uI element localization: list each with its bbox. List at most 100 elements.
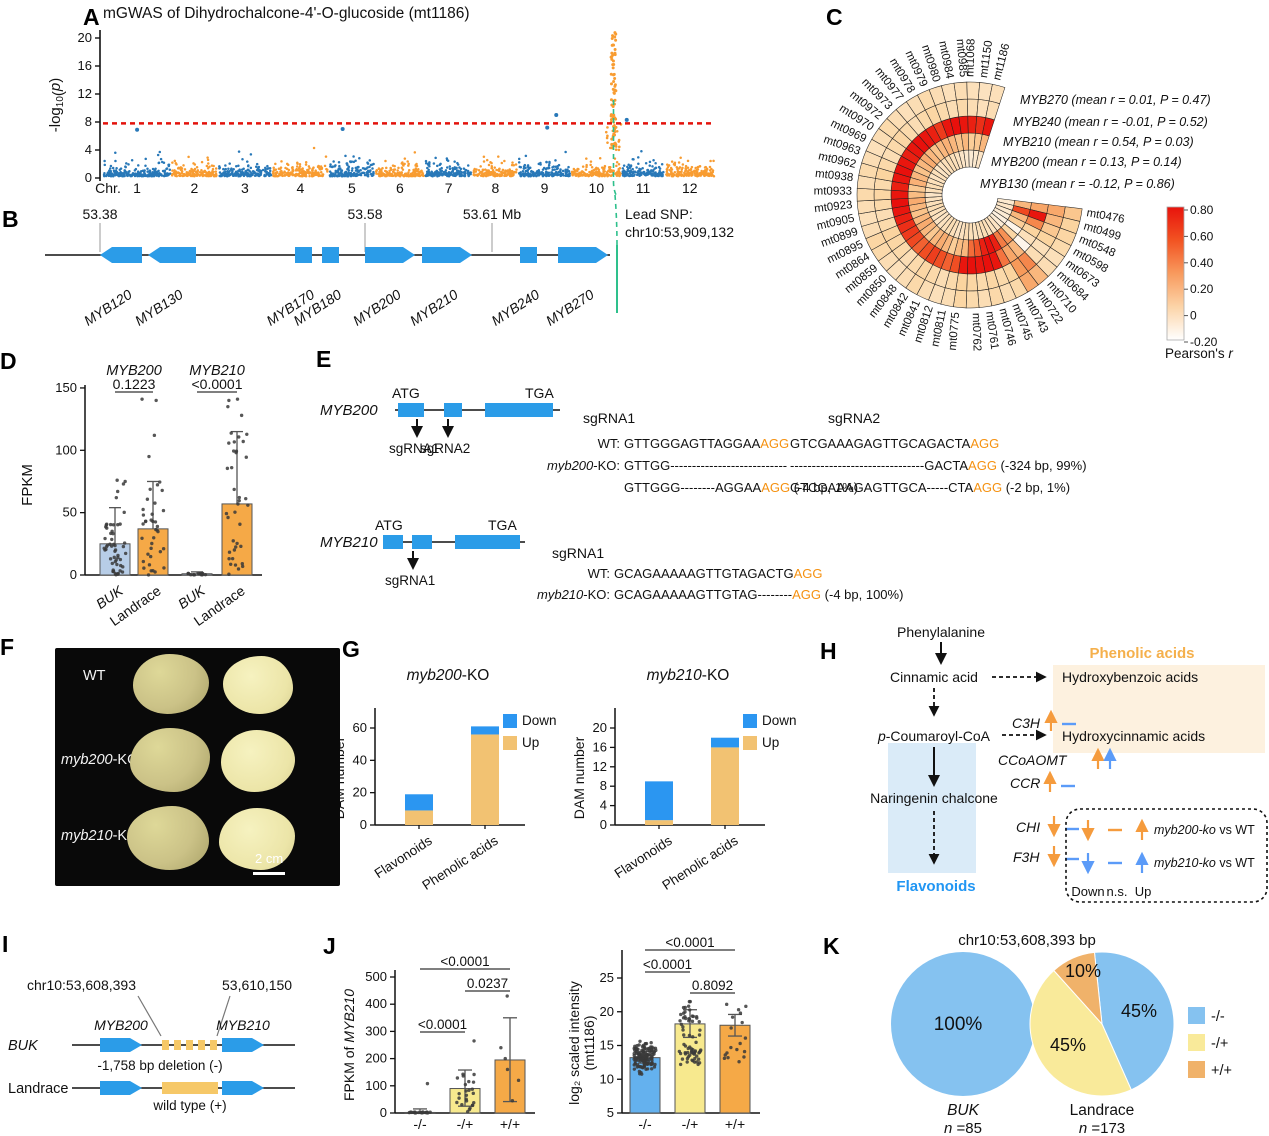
svg-text:------------------------------: -------------------------------GACTAAGG … (790, 458, 1087, 473)
svg-text:-1,758 bp deletion (-): -1,758 bp deletion (-) (97, 1058, 222, 1073)
svg-text:mt1150: mt1150 (978, 40, 995, 79)
svg-text:0.60: 0.60 (1190, 229, 1214, 243)
svg-text:2: 2 (190, 180, 198, 196)
svg-text:mt1186: mt1186 (991, 42, 1012, 81)
svg-text:WT:: WT: (588, 566, 610, 581)
svg-text:mt0761: mt0761 (983, 311, 1000, 351)
svg-text:MYB270: MYB270 (543, 286, 597, 329)
svg-text:50: 50 (63, 505, 77, 520)
svg-text:0.8092: 0.8092 (692, 978, 733, 993)
svg-text:FPKM of MYB210: FPKM of MYB210 (341, 989, 357, 1101)
svg-text:DAM number: DAM number (571, 736, 587, 819)
svg-text:n =173: n =173 (1079, 1120, 1125, 1136)
svg-text:8: 8 (491, 180, 499, 196)
svg-text:mt0762: mt0762 (970, 313, 983, 352)
svg-text:FPKM: FPKM (19, 464, 36, 506)
svg-text:5: 5 (348, 180, 356, 196)
svg-text:4: 4 (600, 798, 607, 813)
svg-text:20: 20 (78, 30, 92, 45)
svg-text:sgRNA2: sgRNA2 (828, 410, 880, 426)
svg-text:log₂ scaled intensity: log₂ scaled intensity (566, 981, 582, 1105)
svg-text:53.61 Mb: 53.61 Mb (463, 206, 522, 222)
svg-text:GTCGAAAGAGTTGCA-----CTAAGG (-2: GTCGAAAGAGTTGCA-----CTAAGG (-2 bp, 1%) (790, 480, 1070, 495)
svg-text:myb210-ko vs WT: myb210-ko vs WT (1154, 856, 1255, 870)
svg-text:chr10:53,608,393: chr10:53,608,393 (27, 977, 136, 993)
svg-text:45%: 45% (1050, 1035, 1086, 1055)
svg-text:45%: 45% (1121, 1001, 1157, 1021)
svg-text:12: 12 (593, 759, 607, 774)
svg-text:25: 25 (600, 970, 614, 985)
panel-h-pathway-diagram: Phenylalanine Cinnamic acid Hydroxybenzoic… (870, 624, 1268, 903)
svg-text:MYB210: MYB210 (189, 363, 245, 379)
svg-text:wild type (+): wild type (+) (152, 1098, 226, 1113)
panel-label-c: C (826, 4, 843, 30)
svg-text:MYB130: MYB130 (132, 286, 186, 329)
svg-text:0: 0 (600, 817, 607, 832)
svg-text:Landrace: Landrace (1070, 1102, 1135, 1119)
panel-label-e: E (316, 346, 332, 372)
svg-text:Flavonoids: Flavonoids (372, 833, 435, 881)
svg-text:Down: Down (1071, 884, 1104, 899)
panel-label-d: D (0, 348, 17, 374)
svg-text:GTTGGGAGTTAGGAAAGG: GTTGGGAGTTAGGAAAGG (624, 436, 789, 451)
svg-text:-/-: -/- (638, 1116, 652, 1132)
svg-text:MYB240 (mean r = -0.01, P = 0.: MYB240 (mean r = -0.01, P = 0.52) (1013, 115, 1208, 129)
svg-text:myb200-ko vs WT: myb200-ko vs WT (1154, 823, 1255, 837)
svg-text:3: 3 (241, 180, 249, 196)
panel-label-i: I (2, 931, 9, 957)
svg-text:<0.0001: <0.0001 (643, 957, 692, 972)
svg-text:BUK: BUK (947, 1102, 980, 1119)
scale-bar-label: 2 cm (255, 851, 284, 866)
panel-label-a: A (83, 4, 100, 30)
photo-row-label-wt: WT (83, 668, 106, 684)
panel-j-fpkm-genotype-chart: 0 100 200 300 400 500 -/- -/+ +/+ <0.0001 0.0237 <0… (341, 954, 535, 1132)
tuber-cut-myb210ko (219, 808, 295, 870)
svg-text:n =85: n =85 (944, 1120, 982, 1136)
svg-text:0.0237: 0.0237 (467, 976, 508, 991)
svg-text:16: 16 (593, 739, 607, 754)
svg-text:0: 0 (70, 567, 77, 582)
svg-text:Naringenin chalcone: Naringenin chalcone (870, 790, 998, 806)
svg-text:0: 0 (1190, 309, 1197, 323)
svg-text:C3H: C3H (1012, 715, 1041, 731)
svg-text:<0.0001: <0.0001 (665, 935, 714, 950)
svg-text:40: 40 (353, 752, 367, 767)
svg-text:mt1068: mt1068 (964, 38, 977, 77)
photo-row-label-myb200ko: myb200-KO (61, 752, 139, 768)
svg-text:+/+: +/+ (725, 1116, 745, 1132)
svg-text:500: 500 (365, 969, 387, 984)
svg-text:sgRNA1: sgRNA1 (389, 441, 439, 456)
svg-text:MYB200 (mean r = 0.13, P = 0.1: MYB200 (mean r = 0.13, P = 0.14) (991, 155, 1182, 169)
svg-text:p-Coumaroyl-CoA: p-Coumaroyl-CoA (877, 728, 991, 744)
svg-text:(mt1186): (mt1186) (581, 1016, 597, 1071)
svg-text:4: 4 (85, 142, 92, 157)
svg-text:MYB210: MYB210 (320, 534, 378, 551)
svg-text:-/-: -/- (1211, 1009, 1225, 1025)
svg-text:0: 0 (380, 1105, 387, 1120)
tuber-whole-myb200ko (130, 728, 210, 792)
svg-text:n.s.: n.s. (1107, 884, 1128, 899)
svg-text:MYB270 (mean r = 0.01, P = 0.4: MYB270 (mean r = 0.01, P = 0.47) (1020, 93, 1211, 107)
svg-text:-/+: -/+ (1211, 1036, 1228, 1052)
svg-text:mt0923: mt0923 (814, 199, 853, 215)
svg-text:MYB200: MYB200 (94, 1017, 148, 1033)
svg-text:20: 20 (593, 720, 607, 735)
svg-text:7: 7 (445, 180, 453, 196)
panel-a-manhattan-plot: mGWAS of Dihydrochalcone-4'-O-glucoside … (47, 5, 716, 197)
svg-text:myb200-KO: myb200-KO (407, 667, 490, 684)
svg-text:100: 100 (55, 442, 77, 457)
svg-text:60: 60 (353, 720, 367, 735)
panel-i-deletion-diagram: chr10:53,608,393 53,610,150 MYB200 MYB210 BU… (8, 977, 295, 1113)
tuber-whole-myb210ko (127, 806, 209, 870)
svg-text:-/+: -/+ (457, 1116, 474, 1132)
svg-text:<0.0001: <0.0001 (192, 376, 243, 392)
svg-text:Hydroxybenzoic acids: Hydroxybenzoic acids (1062, 669, 1198, 685)
svg-text:8: 8 (85, 114, 92, 129)
svg-text:chr10:53,608,393 bp: chr10:53,608,393 bp (958, 932, 1096, 949)
svg-text:10: 10 (600, 1071, 614, 1086)
svg-text:53.58: 53.58 (347, 206, 382, 222)
